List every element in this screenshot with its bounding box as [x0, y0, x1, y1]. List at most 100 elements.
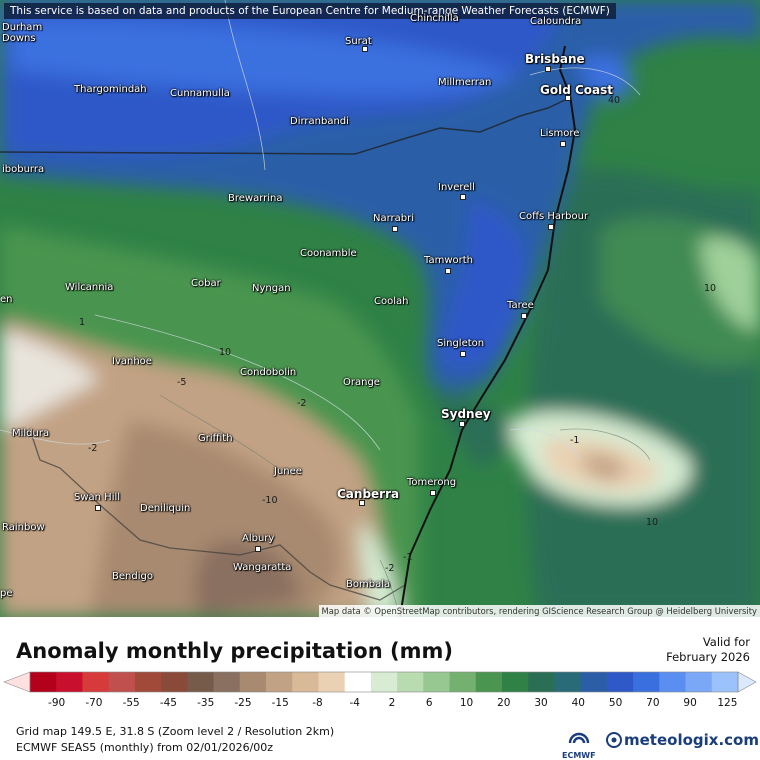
city-label: iboburra — [2, 164, 45, 175]
city-label: Wilcannia — [65, 282, 114, 293]
city-label: Coonamble — [300, 248, 357, 259]
city-label: pe — [0, 588, 13, 599]
ecmwf-logo-text: ECMWF — [562, 751, 596, 760]
contour-value: -2 — [297, 398, 307, 409]
city-marker — [430, 490, 436, 496]
city-label: Coffs Harbour — [519, 211, 589, 222]
scale-swatch — [292, 672, 319, 692]
scale-swatch — [56, 672, 83, 692]
scale-tick-label: 90 — [683, 697, 697, 709]
scale-tick-label: 125 — [717, 697, 738, 709]
scale-arrow-high — [737, 671, 757, 693]
city-label: Millmerran — [438, 77, 492, 88]
city-label: Junee — [274, 466, 302, 477]
scale-swatch — [108, 672, 136, 692]
valid-period: Valid for February 2026 — [666, 635, 750, 665]
city-label: Sydney — [441, 407, 491, 421]
contour-value: 10 — [704, 283, 717, 294]
legend-panel: Anomaly monthly precipitation (mm) Valid… — [0, 617, 760, 760]
city-label: Singleton — [437, 338, 485, 349]
scale-tick-label: -35 — [197, 697, 215, 709]
scale-swatch — [213, 672, 241, 692]
scale-swatch — [370, 672, 398, 692]
city-label: en — [0, 294, 13, 305]
scale-tick-label: -55 — [122, 697, 140, 709]
scale-swatch — [266, 672, 293, 692]
city-label: Wangaratta — [233, 562, 292, 573]
city-label: Durham Downs — [2, 22, 43, 44]
city-marker — [95, 505, 101, 511]
city-label: Surat — [345, 36, 372, 47]
meteologix-logo[interactable]: meteologix.com — [606, 731, 759, 749]
color-scale-bar — [3, 671, 757, 693]
scale-tick-label: 50 — [608, 697, 623, 709]
scale-swatch — [423, 672, 451, 692]
contour-value: 10 — [646, 517, 659, 528]
city-label: Rainbow — [2, 522, 45, 533]
city-label: Dirranbandi — [290, 116, 349, 127]
city-marker — [560, 141, 566, 147]
city-label: Mildura — [12, 428, 50, 439]
forecast-map[interactable]: This service is based on data and produc… — [0, 0, 760, 617]
city-marker — [460, 351, 466, 357]
city-label: Bendigo — [112, 571, 153, 582]
city-label: Deniliquin — [140, 503, 191, 514]
scale-swatch — [502, 672, 529, 692]
scale-swatch — [449, 672, 477, 692]
scale-swatch — [134, 672, 162, 692]
scale-swatch — [528, 672, 555, 692]
city-label: Condobolin — [240, 367, 297, 378]
city-label: Nyngan — [252, 283, 291, 294]
city-marker — [459, 421, 465, 427]
scale-tick-label: 70 — [646, 697, 660, 709]
scale-swatch — [633, 672, 660, 692]
city-label: Tamworth — [424, 255, 473, 266]
city-label: Taree — [507, 300, 534, 311]
city-marker — [460, 194, 466, 200]
contour-value: -5 — [177, 377, 187, 388]
scale-tick-label: -15 — [271, 697, 289, 709]
city-marker — [359, 500, 365, 506]
city-label: Tomerong — [407, 477, 457, 488]
scale-tick-label: 30 — [534, 697, 548, 709]
scale-tick-label: 20 — [497, 697, 511, 709]
city-marker — [565, 95, 571, 101]
contour-value: 40 — [608, 95, 621, 106]
scale-tick-label: -90 — [48, 697, 66, 709]
city-label: Albury — [242, 533, 275, 544]
scale-arrow-low — [3, 671, 31, 693]
grid-info: Grid map 149.5 E, 31.8 S (Zoom level 2 /… — [16, 725, 335, 738]
scale-tick-label: -45 — [159, 697, 177, 709]
scale-swatch — [554, 672, 582, 692]
city-label: Swan Hill — [74, 492, 121, 503]
city-marker — [545, 66, 551, 72]
scale-tick-label: 10 — [459, 697, 474, 709]
contour-value: -2 — [88, 443, 98, 454]
city-marker — [362, 46, 368, 52]
legend-title: Anomaly monthly precipitation (mm) — [16, 639, 453, 663]
city-marker — [521, 313, 527, 319]
scale-swatch — [580, 672, 608, 692]
contour-value: -1 — [570, 435, 580, 446]
scale-tick-label: -8 — [312, 697, 323, 709]
scale-swatch — [318, 672, 346, 692]
contour-value: -2 — [385, 563, 395, 574]
scale-swatch — [397, 672, 424, 692]
scale-swatch — [187, 672, 215, 692]
scale-tick-label: -70 — [85, 697, 103, 709]
valid-label: Valid for — [702, 635, 750, 649]
city-label: Brisbane — [525, 52, 585, 66]
map-credit: Map data © OpenStreetMap contributors, r… — [318, 605, 760, 617]
ecmwf-logo-mark — [568, 732, 589, 744]
city-label: Inverell — [438, 182, 475, 193]
city-label: Brewarrina — [228, 193, 283, 204]
scale-swatch — [606, 672, 634, 692]
contour-value: -1 — [403, 552, 413, 563]
scale-tick-label: 6 — [425, 697, 433, 709]
scale-swatch — [344, 672, 372, 692]
city-marker — [392, 226, 398, 232]
ecmwf-logo: ECMWF — [562, 729, 596, 760]
scale-tick-label: 40 — [571, 697, 585, 709]
city-label: Narrabri — [373, 213, 415, 224]
scale-swatch — [659, 672, 687, 692]
